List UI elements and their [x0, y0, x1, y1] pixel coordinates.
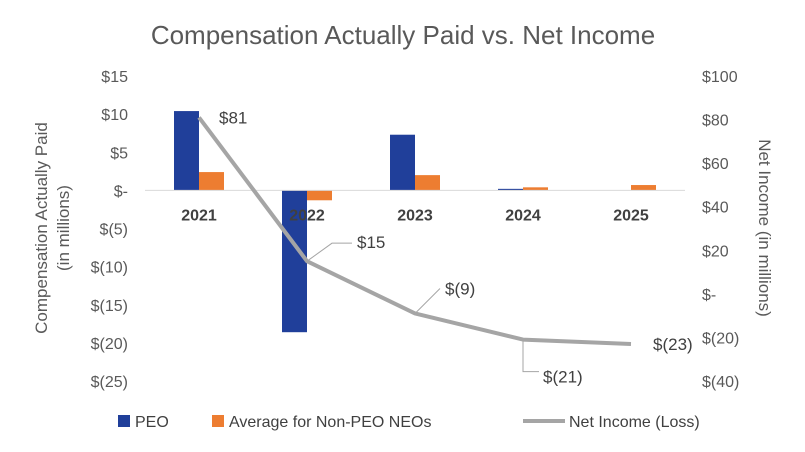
left-tick-label: $- — [114, 183, 128, 200]
net-income-data-label: $15 — [357, 233, 385, 252]
bar-peo-2022 — [282, 190, 307, 333]
legend: PEO Average for Non-PEO NEOs Net Income (L… — [118, 414, 700, 431]
data-label-leader — [414, 288, 441, 314]
left-tick-label: $(10) — [91, 260, 128, 277]
data-label-leader — [522, 339, 539, 373]
right-tick-label: $- — [702, 287, 716, 304]
left-axis-title-line-1: Compensation Actually Paid — [32, 122, 51, 334]
left-axis-title-line-2: (in millions) — [54, 185, 73, 271]
category-label: 2022 — [289, 207, 325, 224]
right-tick-label: $20 — [702, 243, 729, 260]
right-axis-ticks: $100 $80 $60 $40 $20 $- $(20) $(40) — [702, 69, 739, 391]
category-label: 2025 — [613, 207, 649, 224]
bar-peo-2023 — [390, 134, 415, 191]
bar-series-1 — [199, 172, 656, 201]
right-tick-label: $60 — [702, 156, 729, 173]
legend-item: Net Income (Loss) — [523, 414, 700, 431]
plot-area: 2021 2022 2023 2024 2025 $81 $15 $(9) $(21) $(23) — [145, 108, 693, 387]
bar-peo-2021 — [174, 111, 199, 191]
chart-title: Compensation Actually Paid vs. Net Incom… — [151, 20, 655, 50]
category-label: 2021 — [181, 207, 217, 224]
bar-series-0 — [174, 111, 523, 333]
legend-swatch — [118, 415, 130, 427]
category-label: 2024 — [505, 207, 541, 224]
right-axis-title: Net Income (in millions) — [755, 139, 774, 317]
left-tick-label: $15 — [101, 69, 128, 86]
bar-non-peo-2022 — [307, 190, 332, 201]
left-tick-label: $10 — [101, 107, 128, 124]
bar-non-peo-2024 — [523, 187, 548, 191]
category-label: 2023 — [397, 207, 433, 224]
right-tick-label: $100 — [702, 69, 738, 86]
data-label-leader — [306, 242, 352, 262]
legend-label: Average for Non-PEO NEOs — [229, 414, 431, 431]
bar-peo-2024 — [498, 188, 523, 191]
bar-non-peo-2021 — [199, 172, 224, 191]
bar-non-peo-2025 — [631, 185, 656, 191]
legend-label: PEO — [135, 414, 169, 431]
bar-non-peo-2023 — [415, 175, 440, 191]
left-tick-label: $(20) — [91, 336, 128, 353]
net-income-data-label: $(21) — [543, 368, 583, 387]
net-income-data-label: $(9) — [445, 279, 475, 298]
legend-label: Net Income (Loss) — [569, 414, 700, 431]
legend-item: PEO — [118, 414, 169, 431]
legend-swatch — [212, 415, 224, 427]
right-tick-label: $(20) — [702, 330, 739, 347]
net-income-data-label: $(23) — [653, 335, 693, 354]
right-tick-label: $(40) — [702, 374, 739, 391]
right-tick-label: $80 — [702, 113, 729, 130]
left-tick-label: $(5) — [100, 222, 128, 239]
left-axis-title: Compensation Actually Paid (in millions) — [32, 122, 73, 334]
left-tick-label: $5 — [110, 145, 128, 162]
left-tick-label: $(25) — [91, 374, 128, 391]
left-axis-ticks: $15 $10 $5 $- $(5) $(10) $(15) $(20) $(25) — [91, 69, 128, 391]
legend-item: Average for Non-PEO NEOs — [212, 414, 431, 431]
net-income-data-label: $81 — [219, 108, 247, 127]
right-tick-label: $40 — [702, 200, 729, 217]
left-tick-label: $(15) — [91, 298, 128, 315]
